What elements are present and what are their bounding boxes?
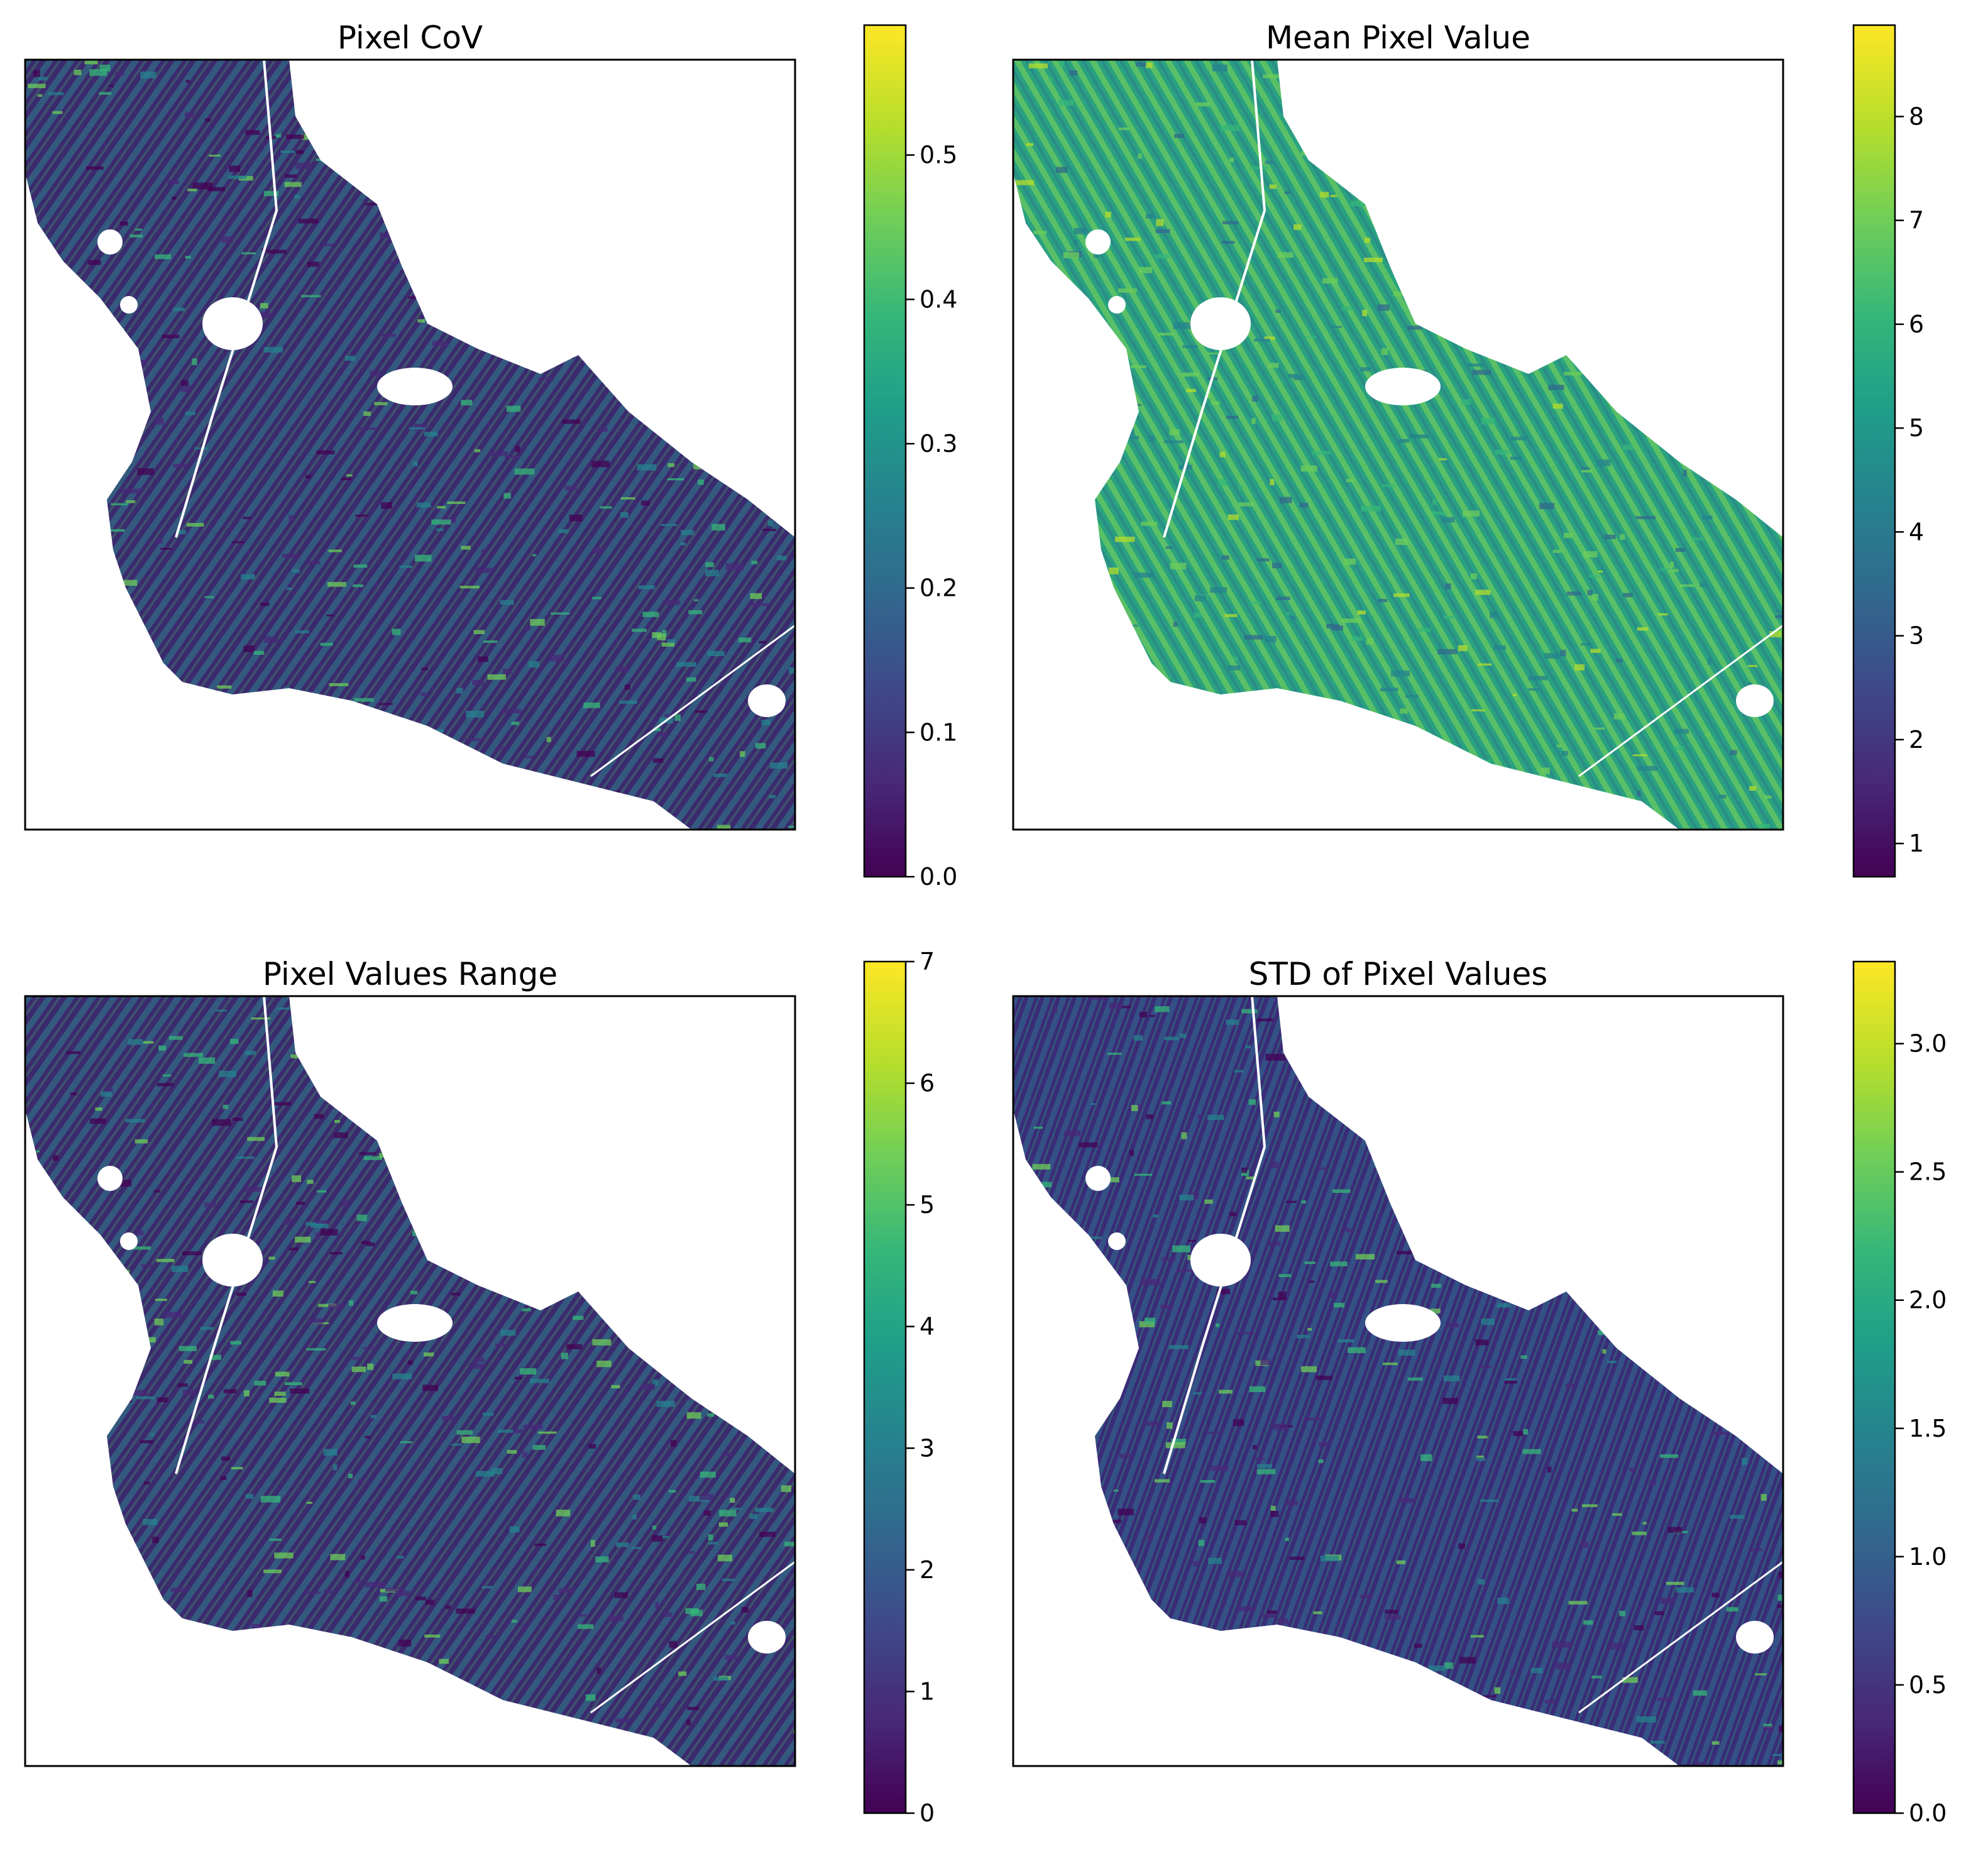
map-frame: [24, 58, 796, 831]
colorbar-tick-label: 0.3: [920, 430, 957, 458]
colorbar-tick-label: 5: [920, 1191, 935, 1219]
colorbar-tick-label: 5: [1909, 414, 1924, 442]
colorbar-tick-label: 0.0: [1909, 1799, 1947, 1827]
map-frame: [1012, 995, 1784, 1767]
colorbar-tick-label: 2: [1909, 726, 1924, 754]
colorbar-tick-label: 6: [920, 1070, 935, 1097]
panel-title: Mean Pixel Value: [1266, 19, 1530, 56]
colorbar-tick-label: 6: [1909, 310, 1924, 338]
panel-pixel-values-range: Pixel Values Range 0 1 2 3 4 5 6 7: [24, 948, 935, 1827]
colorbar-tick-label: 2: [920, 1556, 935, 1584]
panel-std-of-pixel-values: STD of Pixel Values 0.0 0.5 1.0 1.5 2.0 2.5 3.0: [1012, 956, 1947, 1827]
road-line: [1578, 1561, 1783, 1714]
colorbar-tick-label: 0: [920, 1799, 935, 1827]
lake-gap: [202, 297, 263, 350]
lake-gap: [1365, 368, 1441, 405]
colorbar-tick-label: 7: [1909, 207, 1924, 234]
lake-gap: [202, 1234, 263, 1286]
road-line: [1163, 996, 1266, 1474]
colorbar-tick-label: 0.5: [920, 141, 957, 169]
lake-gap: [1085, 229, 1111, 255]
raster-map: [24, 995, 796, 1767]
lake-gap: [377, 1304, 453, 1342]
colorbar-tick-label: 4: [1909, 518, 1924, 546]
colorbar-tick-label: 4: [920, 1313, 935, 1341]
colorbar-tick-label: 0.2: [920, 574, 957, 602]
road-line: [175, 996, 278, 1474]
lake-gap: [748, 684, 786, 717]
lake-gap: [120, 296, 138, 314]
panel-title: STD of Pixel Values: [1249, 956, 1548, 992]
colorbar: 0.0 0.1 0.2 0.3 0.4 0.5: [863, 24, 957, 891]
panel-mean-pixel-value: Mean Pixel Value 1 2 3 4 5 6 7 8: [1012, 19, 1924, 878]
colorbar-tick-label: 1.0: [1909, 1543, 1947, 1571]
lake-gap: [120, 1232, 138, 1250]
lake-gap: [1108, 296, 1126, 314]
lake-gap: [748, 1621, 786, 1654]
colorbar-tick-label: 0.5: [1909, 1671, 1947, 1699]
colorbar-tick-label: 1: [1909, 830, 1924, 857]
road-line: [175, 60, 278, 538]
colorbar-gradient: [1852, 960, 1896, 1814]
map-frame: [24, 995, 796, 1767]
colorbar-tick-label: 7: [920, 948, 935, 975]
lake-gap: [1108, 1232, 1126, 1250]
panel-pixel-cov: Pixel CoV 0.0 0.1 0.2 0.3 0.4 0.5: [24, 19, 957, 891]
lake-gap: [377, 368, 453, 405]
colorbar-gradient: [863, 24, 907, 878]
lake-gap: [1190, 297, 1251, 350]
colorbar-tick-label: 8: [1909, 102, 1924, 130]
map-frame: [1012, 58, 1784, 831]
colorbar-gradient: [863, 960, 907, 1814]
colorbar-tick-label: 0.1: [920, 718, 957, 746]
road-line: [1578, 624, 1783, 777]
colorbar-gradient: [1852, 24, 1896, 878]
road-line: [590, 624, 795, 777]
colorbar: 1 2 3 4 5 6 7 8: [1852, 24, 1924, 878]
road-line: [1163, 60, 1266, 538]
colorbar-tick-label: 3.0: [1909, 1030, 1947, 1058]
colorbar-tick-label: 0.0: [920, 863, 957, 891]
lake-gap: [97, 229, 123, 255]
colorbar-tick-label: 0.4: [920, 285, 957, 313]
raster-map: [1012, 995, 1784, 1767]
colorbar: 0 1 2 3 4 5 6 7: [863, 948, 935, 1827]
colorbar-tick-label: 3: [1909, 622, 1924, 650]
lake-gap: [97, 1166, 123, 1191]
panel-title: Pixel CoV: [338, 19, 483, 56]
road-line: [590, 1561, 795, 1714]
colorbar: 0.0 0.5 1.0 1.5 2.0 2.5 3.0: [1852, 960, 1947, 1827]
lake-gap: [1085, 1166, 1111, 1191]
colorbar-tick-label: 2.5: [1909, 1158, 1947, 1186]
colorbar-tick-label: 3: [920, 1434, 935, 1462]
lake-gap: [1736, 1621, 1774, 1654]
lake-gap: [1190, 1234, 1251, 1286]
colorbar-tick-label: 1.5: [1909, 1415, 1947, 1442]
lake-gap: [1736, 684, 1774, 717]
colorbar-tick-label: 1: [920, 1677, 935, 1705]
raster-map: [1012, 58, 1784, 831]
lake-gap: [1365, 1304, 1441, 1342]
colorbar-tick-label: 2.0: [1909, 1286, 1947, 1314]
raster-map: [24, 58, 796, 831]
panel-title: Pixel Values Range: [263, 956, 557, 992]
